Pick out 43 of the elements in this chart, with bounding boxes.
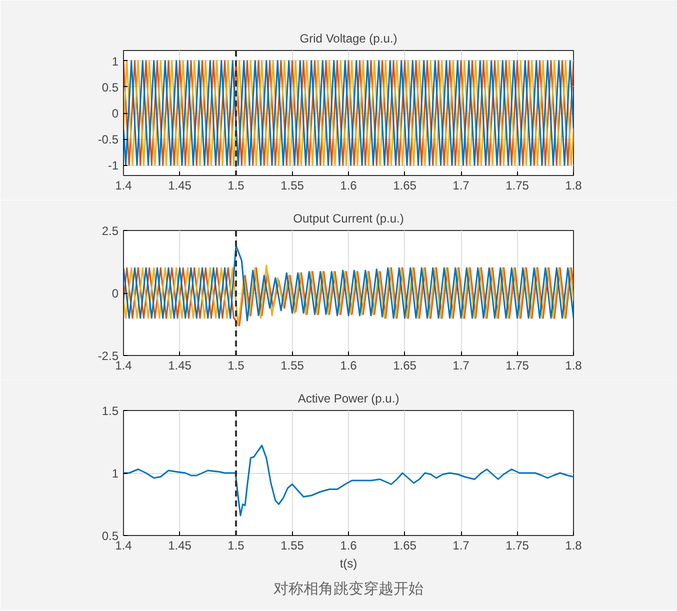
x-tick-label: 1.8 xyxy=(565,358,582,372)
chart-title: Active Power (p.u.) xyxy=(298,392,400,406)
y-tick-label: 0.5 xyxy=(102,80,119,94)
x-tick-label: 1.5 xyxy=(228,178,245,192)
x-tick-label: 1.65 xyxy=(393,538,417,552)
x-tick-label: 1.4 xyxy=(115,358,132,372)
y-tick-label: 2.5 xyxy=(102,224,119,238)
text: 对称相角跳变穿越开始 xyxy=(274,580,424,598)
x-tick-label: 1.8 xyxy=(565,178,582,192)
x-tick-label: 1.7 xyxy=(452,538,470,552)
y-tick-label: 1 xyxy=(112,466,119,480)
y-tick-label: 0 xyxy=(112,286,119,300)
x-tick-label: 1.45 xyxy=(168,178,192,192)
x-tick-label: 1.75 xyxy=(506,538,530,552)
x-tick-label: 1.75 xyxy=(506,358,530,372)
x-tick-label: 1.65 xyxy=(393,178,417,192)
x-tick-label: 1.75 xyxy=(506,178,530,192)
x-tick-label: 1.6 xyxy=(340,538,358,552)
x-tick-label: 1.4 xyxy=(115,538,132,552)
x-tick-label: 1.65 xyxy=(393,358,417,372)
chart-title: Output Current (p.u.) xyxy=(293,212,404,226)
x-tick-label: 1.45 xyxy=(168,358,192,372)
x-tick-label: 1.5 xyxy=(228,538,245,552)
x-tick-label: 1.55 xyxy=(280,538,304,552)
y-tick-label: -0.5 xyxy=(98,132,119,147)
chart-title: Grid Voltage (p.u.) xyxy=(300,32,398,46)
x-tick-label: 1.5 xyxy=(228,358,245,372)
x-tick-label: 1.6 xyxy=(340,178,358,192)
x-tick-label: 1.8 xyxy=(565,538,582,552)
y-tick-label: 1 xyxy=(112,54,119,68)
x-axis-title: t(s) xyxy=(340,556,358,570)
x-tick-label: 1.4 xyxy=(115,178,132,192)
x-tick-label: 1.55 xyxy=(280,178,304,192)
line-series xyxy=(124,244,574,322)
x-tick-label: 1.55 xyxy=(280,358,304,372)
x-tick-label: 1.45 xyxy=(168,538,192,552)
y-tick-label: 0 xyxy=(112,106,119,120)
y-tick-label: -1 xyxy=(108,158,119,173)
x-tick-label: 1.7 xyxy=(452,178,470,192)
x-tick-label: 1.7 xyxy=(452,358,470,372)
y-tick-label: 1.5 xyxy=(102,404,119,418)
line-series xyxy=(124,444,574,516)
x-tick-label: 1.6 xyxy=(340,358,358,372)
